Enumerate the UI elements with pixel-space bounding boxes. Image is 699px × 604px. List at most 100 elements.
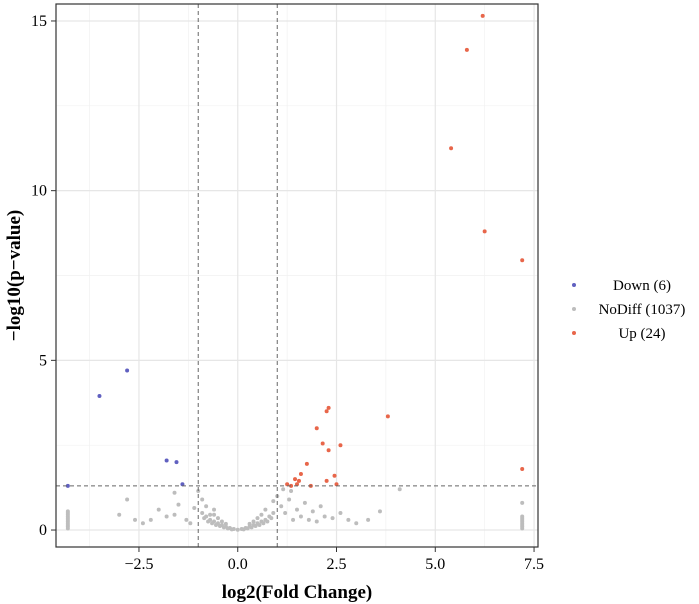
data-point (212, 507, 217, 512)
x-tick-label: 7.5 (524, 556, 544, 573)
data-point (172, 512, 177, 517)
data-point (283, 511, 288, 516)
data-point (133, 517, 138, 522)
data-point (215, 516, 220, 521)
data-point (156, 507, 161, 512)
data-point (326, 405, 331, 410)
data-point (225, 526, 230, 531)
data-point (482, 229, 487, 234)
data-point (302, 500, 307, 505)
data-point (338, 443, 343, 448)
data-point (172, 490, 177, 495)
data-point (261, 521, 266, 526)
data-point (210, 521, 215, 526)
data-point (202, 516, 207, 521)
data-point (265, 519, 270, 524)
data-point (385, 414, 390, 419)
data-point (304, 461, 309, 466)
data-point (217, 523, 222, 528)
data-point (295, 507, 299, 512)
x-tick-label: 2.5 (327, 556, 347, 573)
data-point (140, 521, 145, 526)
legend-label: Down (6) (613, 278, 671, 294)
data-point (214, 522, 219, 527)
data-point (377, 509, 382, 514)
data-point (287, 497, 292, 502)
data-point (221, 525, 226, 530)
series-nodiff (65, 487, 525, 532)
legend-label: Up (24) (618, 326, 665, 342)
data-point (259, 512, 264, 517)
data-point (330, 516, 335, 521)
axes: −2.5 0.0 2.5 5.0 7.5 0 5 10 15 log2(Fold Change) −… (4, 13, 544, 603)
data-point (184, 517, 189, 522)
legend-marker (572, 283, 576, 287)
data-point (322, 514, 327, 519)
data-point (223, 521, 228, 526)
data-point (289, 489, 294, 493)
data-point (192, 505, 197, 510)
data-point (200, 497, 205, 502)
y-tick-label: 10 (31, 183, 47, 200)
data-point (285, 482, 290, 487)
data-point (235, 527, 240, 532)
data-point (249, 525, 254, 530)
data-point (314, 519, 319, 524)
data-point (164, 458, 169, 463)
data-point (318, 504, 323, 509)
data-point (279, 504, 284, 509)
y-tick-label: 15 (31, 13, 47, 30)
legend: Down (6) NoDiff (1037) Up (24) (572, 278, 685, 342)
data-point (208, 512, 213, 517)
data-point (125, 368, 130, 373)
series-down (65, 368, 185, 488)
data-point (148, 517, 153, 522)
data-point (200, 511, 205, 516)
legend-marker (572, 307, 576, 311)
data-point (245, 526, 250, 531)
data-point (324, 478, 329, 483)
data-point (180, 482, 185, 487)
data-point (449, 146, 454, 151)
data-point (65, 483, 70, 488)
data-point (251, 519, 256, 524)
data-point (271, 499, 276, 504)
data-point (346, 517, 351, 522)
legend-label: NoDiff (1037) (599, 302, 686, 318)
data-point (257, 522, 262, 527)
data-point (204, 504, 209, 509)
x-tick-label: 0.0 (228, 556, 248, 573)
data-point (229, 527, 234, 532)
data-point (247, 521, 252, 526)
series-up (285, 13, 525, 488)
data-point (332, 473, 337, 478)
data-point (263, 507, 268, 512)
data-point (520, 258, 525, 263)
data-point (281, 487, 286, 492)
data-point (219, 519, 224, 524)
data-point (125, 497, 130, 502)
data-point (206, 519, 211, 524)
data-point (117, 512, 122, 517)
data-point (298, 472, 303, 477)
data-point (314, 426, 319, 431)
data-point (296, 478, 301, 483)
data-point (65, 509, 70, 514)
data-point (176, 502, 181, 507)
data-point (354, 521, 359, 526)
data-point (255, 516, 260, 521)
data-point (188, 521, 193, 526)
data-point (289, 483, 294, 488)
y-tick-label: 0 (39, 522, 47, 539)
data-point (241, 527, 246, 532)
data-point (271, 511, 276, 516)
data-point (293, 477, 298, 482)
data-point (298, 514, 303, 519)
data-point (464, 47, 469, 52)
data-point (480, 13, 485, 18)
data-point (212, 512, 217, 517)
data-point (520, 466, 525, 471)
data-point (253, 523, 258, 528)
data-point (295, 482, 299, 487)
